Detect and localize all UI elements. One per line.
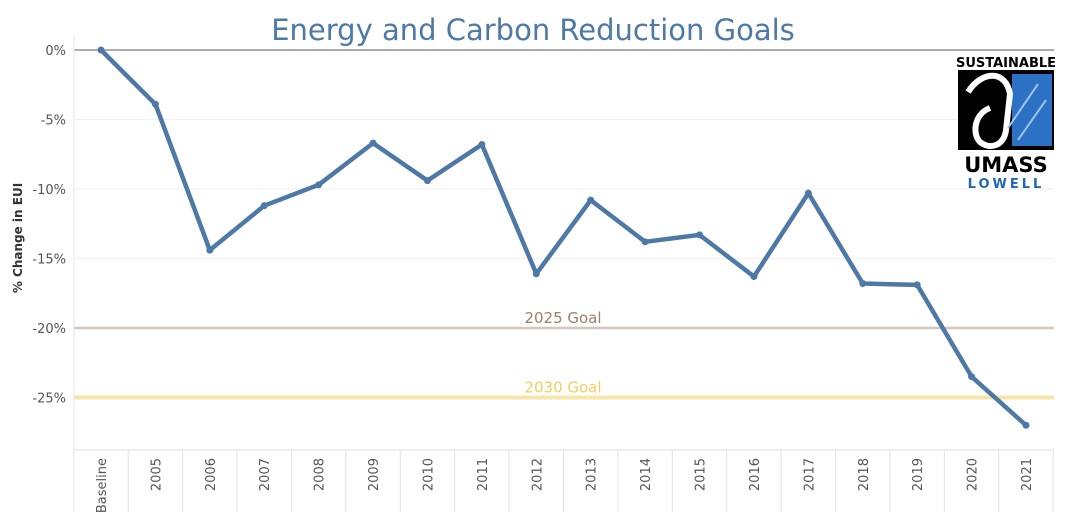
x-tick-label: 2005 [149, 458, 164, 491]
logo-turbine-lines [1007, 83, 1047, 141]
data-point [532, 270, 540, 278]
data-point [369, 139, 377, 147]
series-line [97, 46, 1030, 429]
x-tick-label: 2014 [639, 458, 654, 491]
grid [74, 119, 1054, 398]
data-point [859, 280, 867, 288]
data-point [696, 231, 704, 239]
x-tick-label: 2018 [857, 458, 872, 491]
data-point [804, 189, 812, 197]
y-axis-label: % Change in EUI [11, 183, 25, 293]
data-point [587, 196, 595, 204]
university-logo: SUSTAINABLE UMASS LOWELL [956, 56, 1056, 192]
x-tick-label: 2012 [530, 458, 545, 491]
goal-label: 2025 Goal [524, 309, 601, 327]
y-tick-label: 0% [45, 44, 66, 59]
data-point [97, 46, 105, 54]
y-tick-label: -25% [32, 392, 66, 407]
x-tick-label: 2016 [748, 458, 763, 491]
chart-title: Energy and Carbon Reduction Goals [271, 13, 795, 47]
data-point [1022, 421, 1030, 429]
x-tick-label: 2007 [258, 458, 273, 491]
y-tick-label: -5% [41, 114, 66, 129]
data-point [913, 281, 921, 289]
goal-label: 2030 Goal [524, 379, 601, 397]
x-tick-label: Baseline [95, 458, 110, 513]
x-tick-label: 2015 [694, 458, 709, 491]
x-tick-label: 2017 [802, 458, 817, 491]
data-line [98, 47, 1029, 428]
logo-blue-panel [1012, 74, 1052, 146]
x-tick-label: 2009 [367, 458, 382, 491]
axes: 0% -5% -10% -15% -20% -25% Baseline 2005 2006 200… [32, 36, 1054, 513]
logo-bottom-text: LOWELL [968, 177, 1045, 192]
data-point [423, 177, 431, 185]
x-tick-label: 2010 [421, 458, 436, 491]
logo-middle-text: UMASS [964, 153, 1048, 177]
logo-top-text: SUSTAINABLE [956, 56, 1056, 71]
x-tick-label: 2006 [204, 458, 219, 491]
y-tick-label: -20% [32, 322, 66, 337]
logo-u-swoosh [965, 72, 1014, 149]
data-point [206, 246, 214, 254]
x-tick-label: 2021 [1020, 458, 1035, 491]
data-point [641, 238, 649, 246]
y-tick-label: -10% [32, 183, 66, 198]
x-tick-label: 2013 [585, 458, 600, 491]
data-point [968, 373, 976, 381]
x-tick-label: 2020 [966, 458, 981, 491]
x-tick-label: 2011 [476, 458, 491, 491]
x-tick-label: 2008 [313, 458, 328, 491]
data-point [750, 273, 758, 281]
goal-lines: 2025 Goal 2030 Goal [74, 309, 1054, 400]
data-point [151, 100, 159, 108]
y-tick-label: -15% [32, 253, 66, 268]
data-point [478, 141, 486, 149]
x-tick-label: 2019 [911, 458, 926, 491]
data-point [315, 181, 323, 189]
data-point [260, 202, 268, 210]
